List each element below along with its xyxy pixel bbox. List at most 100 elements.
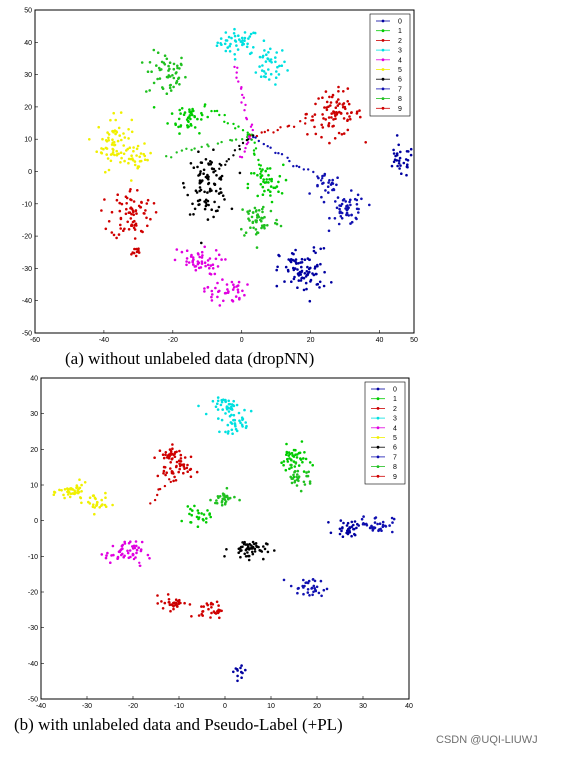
point-class-2: [342, 132, 346, 135]
point-class-7: [321, 182, 324, 185]
point-class-4: [200, 250, 204, 254]
point-class-7: [298, 165, 301, 169]
point-class-7: [326, 185, 330, 188]
point-class-7: [391, 530, 394, 534]
point-class-4: [236, 284, 240, 287]
point-class-1: [166, 122, 169, 125]
point-class-3: [247, 37, 250, 40]
point-class-1: [241, 129, 245, 132]
point-class-6: [241, 141, 245, 145]
point-class-8: [297, 475, 301, 479]
point-class-8: [295, 475, 298, 479]
point-class-9: [154, 211, 158, 214]
point-class-9: [145, 216, 148, 220]
point-class-0: [350, 525, 354, 528]
point-class-3: [230, 407, 233, 410]
point-class-9: [173, 451, 177, 454]
legend-label-6: 6: [398, 77, 402, 84]
point-class-7: [313, 587, 317, 590]
point-class-9: [103, 198, 106, 201]
point-class-3: [216, 408, 220, 411]
point-class-8: [172, 67, 176, 71]
point-class-3: [283, 60, 286, 64]
point-class-0: [306, 265, 309, 269]
point-class-2: [332, 118, 335, 121]
point-class-0: [409, 153, 413, 157]
point-class-7: [335, 183, 338, 187]
y-tick-label: 20: [24, 104, 32, 111]
point-class-2: [162, 465, 166, 469]
point-class-1: [177, 117, 181, 121]
point-class-6: [251, 540, 255, 544]
point-class-3: [232, 32, 236, 35]
point-class-9: [112, 233, 116, 237]
point-class-2: [168, 601, 171, 604]
point-class-7: [341, 199, 345, 202]
point-class-0: [355, 526, 358, 530]
x-tick-label: 10: [267, 703, 275, 710]
point-class-0: [318, 286, 321, 289]
legend-label-9: 9: [393, 474, 397, 481]
point-class-3: [233, 34, 237, 38]
point-class-9: [162, 456, 166, 460]
point-class-2: [178, 467, 181, 471]
point-class-6: [192, 166, 196, 169]
point-class-6: [246, 551, 249, 554]
point-class-4: [137, 546, 140, 549]
point-class-0: [283, 280, 286, 283]
point-class-2: [344, 107, 347, 111]
point-class-4: [235, 76, 238, 79]
point-class-7: [357, 211, 360, 214]
point-class-2: [346, 112, 349, 115]
point-class-9: [127, 211, 131, 214]
plot-b: -40 -30 -20 -10 0 10 20 30 40-50-40-30-20-100102…: [28, 376, 413, 711]
point-class-7: [302, 578, 305, 582]
point-class-3: [274, 60, 277, 64]
point-class-4: [116, 557, 119, 560]
point-class-3: [264, 60, 268, 63]
point-class-3: [243, 31, 247, 34]
point-class-5: [98, 506, 101, 509]
point-class-2: [346, 87, 350, 90]
point-class-0: [293, 275, 296, 279]
point-class-7: [328, 179, 331, 182]
point-class-7: [310, 587, 313, 590]
caption-b: (b) with unlabeled data and Pseudo-Label…: [14, 715, 343, 734]
point-class-1: [206, 115, 209, 119]
point-class-7: [296, 587, 300, 590]
point-class-0: [390, 164, 394, 168]
point-class-4: [236, 290, 240, 294]
point-class-1: [267, 181, 270, 184]
point-class-4: [230, 280, 234, 284]
point-class-8: [290, 481, 294, 485]
point-class-5: [111, 138, 114, 141]
point-class-9: [218, 616, 221, 620]
point-class-5: [106, 131, 109, 134]
legend-label-1: 1: [393, 396, 397, 403]
legend-label-5: 5: [398, 67, 402, 74]
point-class-8: [206, 143, 209, 146]
point-class-5: [111, 129, 114, 133]
point-class-8: [266, 224, 269, 227]
point-class-8: [168, 67, 171, 71]
point-class-7: [321, 177, 324, 180]
point-class-1: [258, 167, 262, 170]
point-class-9: [144, 209, 147, 212]
point-class-4: [121, 547, 124, 550]
point-class-1: [191, 107, 194, 111]
point-class-8: [274, 221, 277, 225]
point-class-1: [270, 177, 274, 181]
x-tick-label: 40: [405, 703, 413, 710]
point-class-5: [105, 153, 108, 156]
point-class-8: [290, 477, 294, 480]
point-class-2: [189, 467, 193, 471]
point-class-4: [213, 272, 217, 276]
point-class-1: [180, 107, 184, 110]
point-class-7: [312, 590, 315, 594]
point-class-0: [402, 161, 406, 165]
point-class-8: [171, 74, 174, 77]
point-class-3: [216, 396, 220, 399]
y-tick-label: -40: [28, 661, 38, 668]
point-class-1: [246, 133, 249, 137]
point-class-6: [232, 154, 235, 157]
